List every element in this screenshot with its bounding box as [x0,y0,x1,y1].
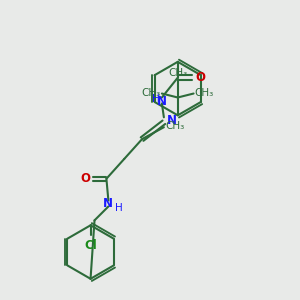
Text: CH₃: CH₃ [168,68,188,78]
Text: O: O [81,172,91,185]
Text: CH₃: CH₃ [195,88,214,98]
Text: N: N [167,114,177,127]
Text: Cl: Cl [84,239,97,252]
Text: H: H [152,94,160,104]
Text: N: N [157,95,167,108]
Text: H: H [115,203,123,214]
Text: N: N [102,197,112,210]
Text: CH₃: CH₃ [142,88,161,98]
Text: O: O [196,71,206,84]
Text: CH₃: CH₃ [166,121,185,131]
